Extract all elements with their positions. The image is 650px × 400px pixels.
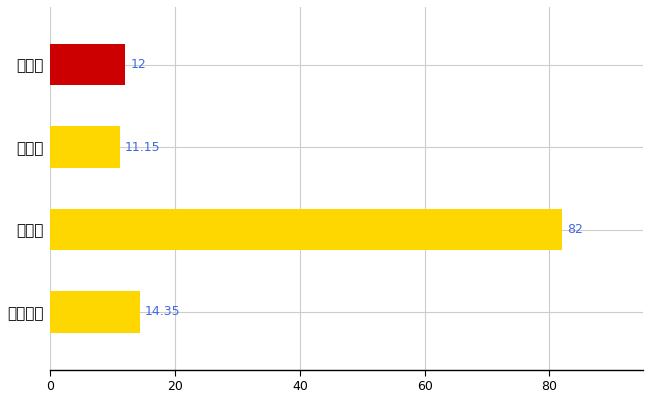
Text: 12: 12 (130, 58, 146, 71)
Bar (51, 209, 562, 250)
Text: 11.15: 11.15 (125, 140, 161, 154)
Bar (51, 126, 120, 168)
Text: 14.35: 14.35 (145, 306, 181, 318)
Text: 82: 82 (567, 223, 583, 236)
Bar (51, 44, 125, 85)
Bar (51, 291, 140, 332)
